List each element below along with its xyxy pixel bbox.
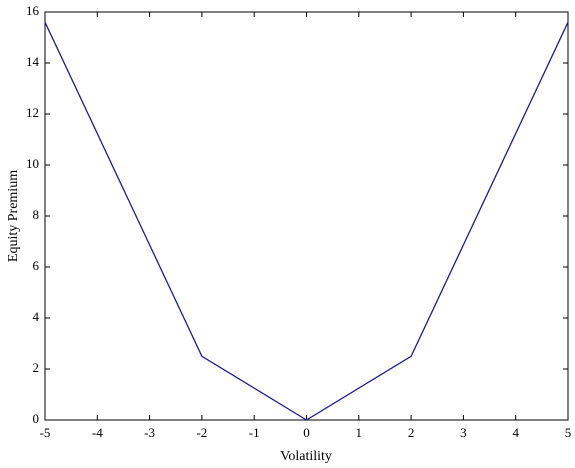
y-tick-label: 12	[26, 105, 39, 120]
x-tick-label: -3	[144, 425, 155, 440]
y-tick-label: 14	[26, 54, 40, 69]
x-tick-label: 3	[460, 425, 467, 440]
y-axis-title: Equity Premium	[6, 170, 21, 262]
x-tick-label: 0	[303, 425, 310, 440]
y-tick-label: 2	[33, 360, 40, 375]
y-tick-label: 8	[33, 207, 40, 222]
y-tick-label: 4	[33, 309, 40, 324]
x-tick-label: -2	[196, 425, 207, 440]
x-tick-label: -4	[92, 425, 103, 440]
y-tick-label: 0	[33, 411, 40, 426]
x-tick-label: -5	[40, 425, 51, 440]
y-tick-label: 6	[33, 258, 40, 273]
y-tick-label: 16	[26, 3, 40, 18]
x-tick-label: 1	[356, 425, 363, 440]
x-tick-label: 2	[408, 425, 415, 440]
x-axis-title: Volatility	[280, 449, 332, 464]
x-tick-label: -1	[249, 425, 260, 440]
y-tick-label: 10	[26, 156, 39, 171]
x-tick-label: 4	[512, 425, 519, 440]
data-line	[44, 21, 569, 421]
x-tick-label: 5	[565, 425, 572, 440]
plot-frame	[44, 11, 569, 421]
